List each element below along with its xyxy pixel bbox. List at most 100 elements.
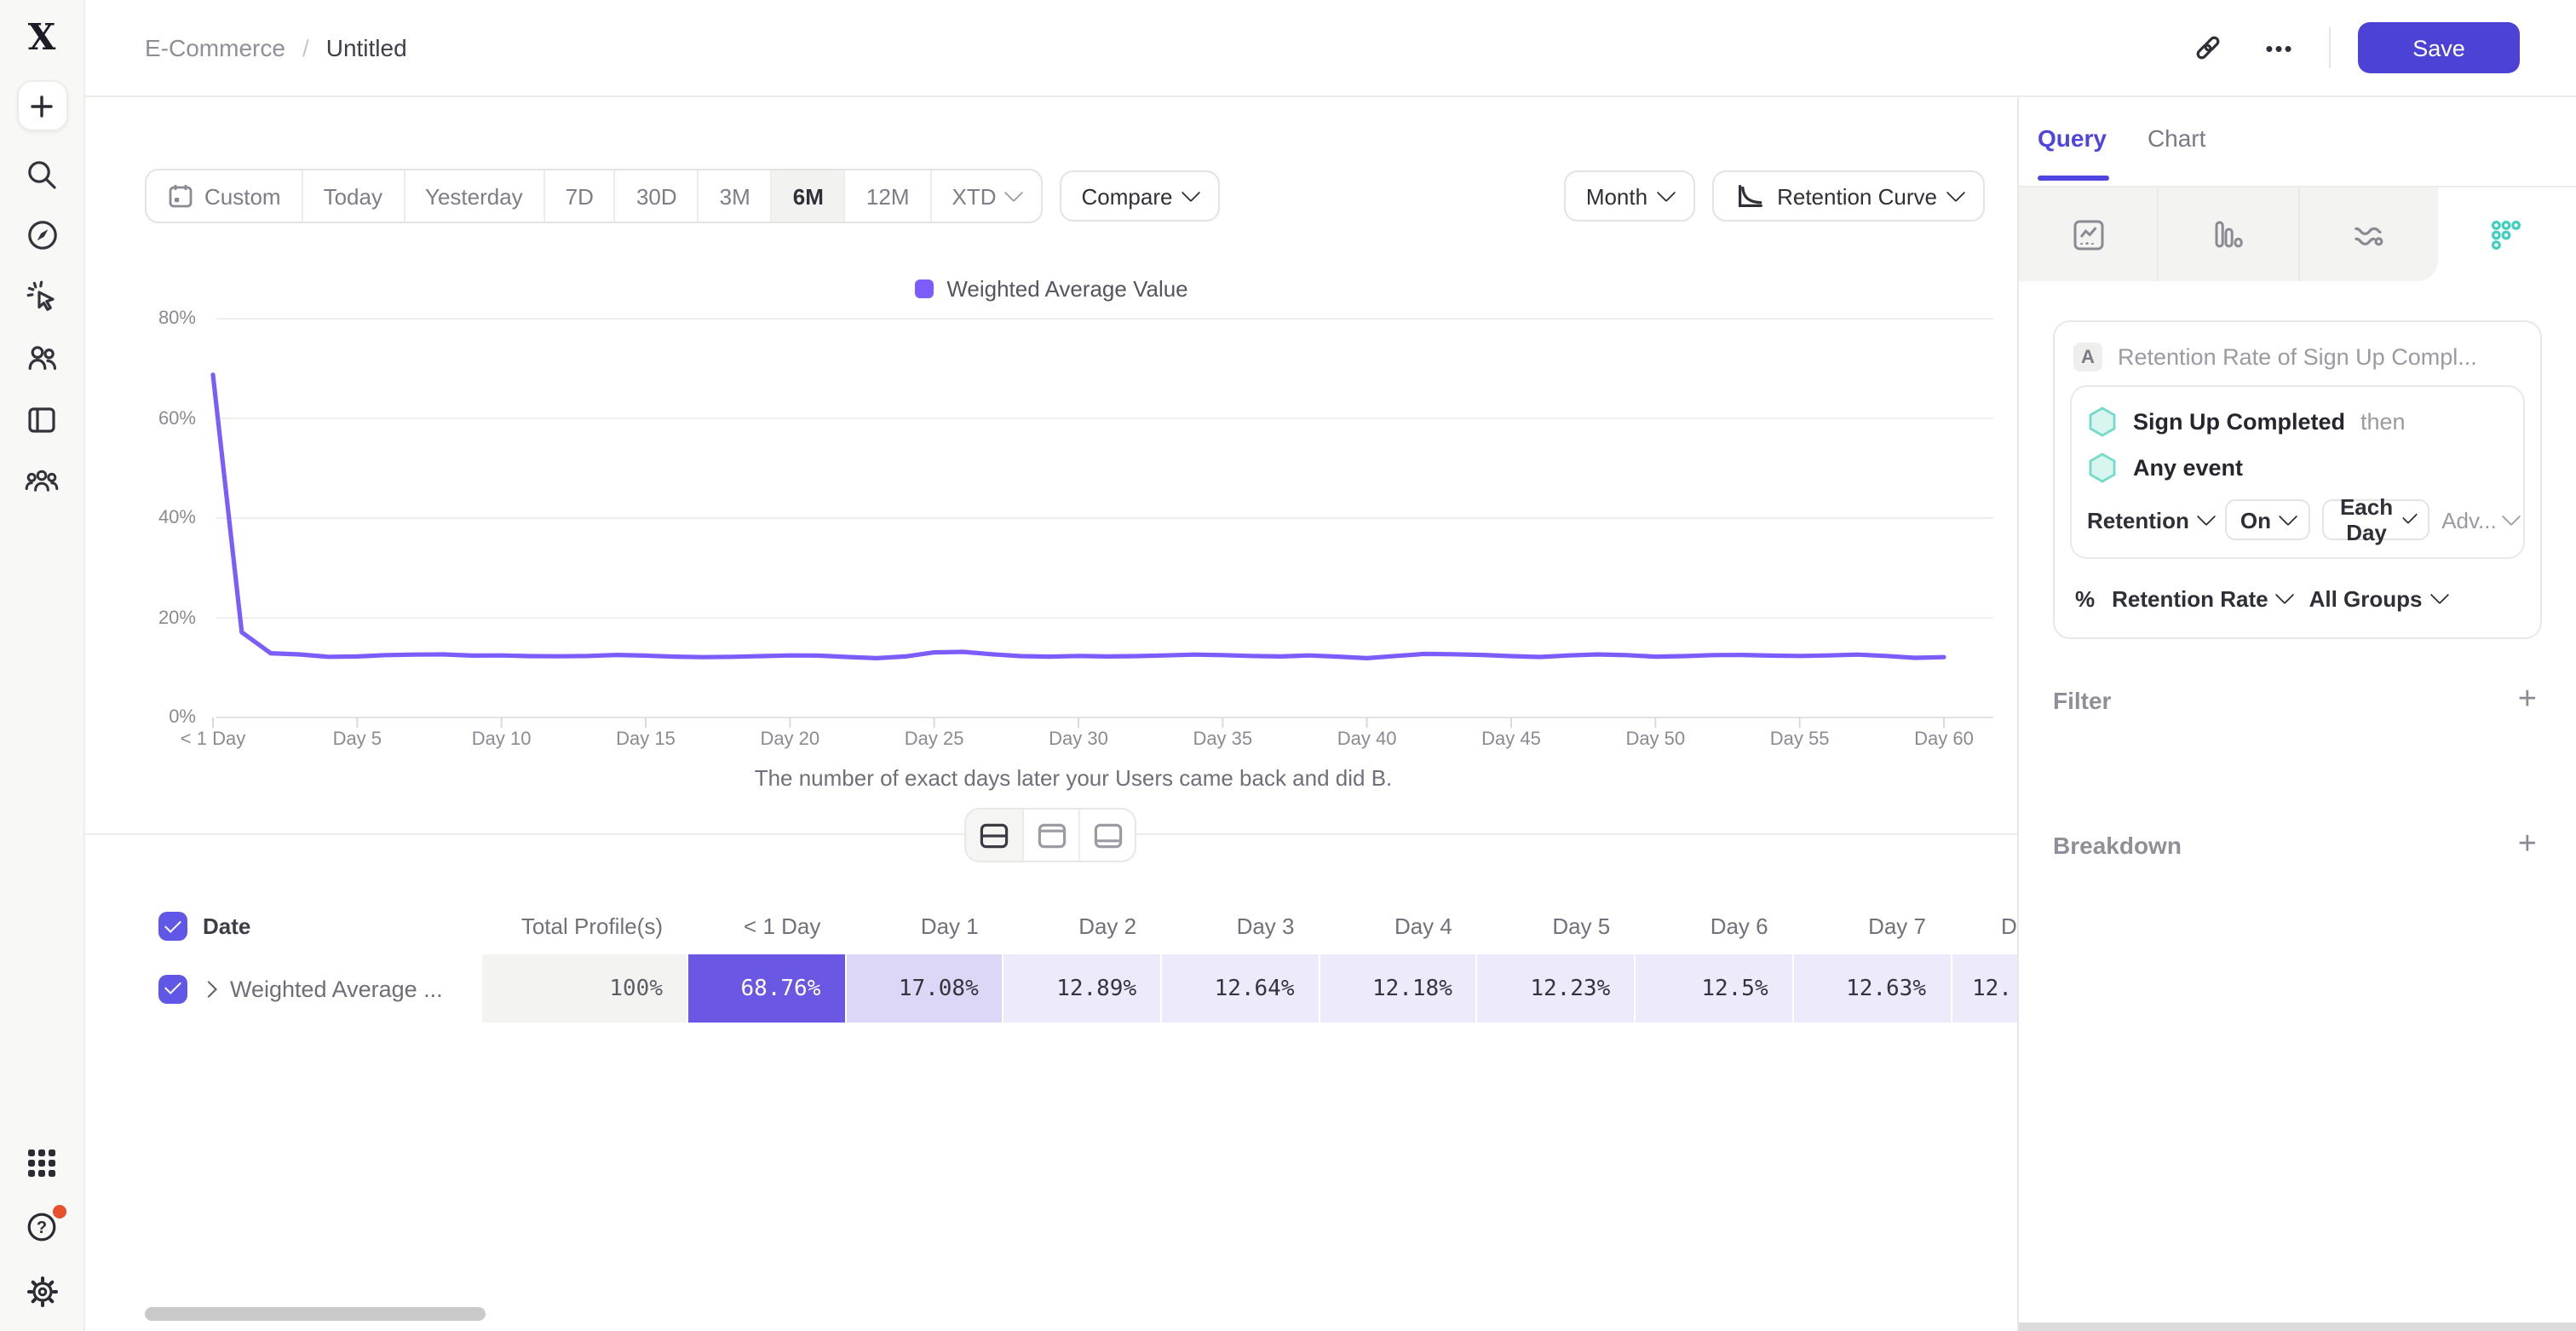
active-tab-underline bbox=[2038, 176, 2109, 181]
chart-legend[interactable]: Weighted Average Value bbox=[85, 276, 2017, 302]
report-type-funnels[interactable] bbox=[2159, 187, 2299, 281]
compare-button[interactable]: Compare bbox=[1059, 170, 1221, 222]
value-cell[interactable]: 12.64% bbox=[1160, 954, 1319, 1023]
hexagon-icon bbox=[2089, 452, 2116, 483]
column-header: Day 6 bbox=[1710, 913, 1768, 939]
granularity-dropdown[interactable]: Month bbox=[1563, 170, 1696, 222]
create-new-button[interactable] bbox=[16, 80, 67, 131]
report-type-flows[interactable] bbox=[2299, 187, 2438, 281]
boards-nav-button[interactable] bbox=[23, 400, 60, 438]
range-3m[interactable]: 3M bbox=[697, 170, 771, 222]
chevron-down-icon bbox=[2429, 585, 2449, 605]
panel-scrollbar-strip[interactable] bbox=[2019, 1322, 2576, 1331]
date-column-header[interactable]: Date bbox=[203, 913, 251, 939]
event-row-return[interactable]: Any event bbox=[2087, 445, 2508, 491]
add-filter-button[interactable]: + bbox=[2517, 682, 2537, 717]
value-cell[interactable]: 100% bbox=[480, 954, 687, 1023]
on-dropdown[interactable]: On bbox=[2224, 499, 2311, 540]
column-header: Day 3 bbox=[1236, 913, 1295, 939]
range-7d[interactable]: 7D bbox=[543, 170, 614, 222]
add-breakdown-button[interactable]: + bbox=[2517, 827, 2537, 862]
event-name[interactable]: Sign Up Completed bbox=[2133, 409, 2345, 435]
x-axis-caption: The number of exact days later your User… bbox=[754, 765, 1393, 791]
split-view-button[interactable] bbox=[966, 810, 1022, 861]
row-label[interactable]: Weighted Average ... bbox=[230, 976, 443, 1001]
range-30d[interactable]: 30D bbox=[613, 170, 698, 222]
table-view-icon bbox=[1093, 822, 1122, 848]
select-all-checkbox[interactable] bbox=[158, 912, 187, 941]
x-axis-tick-label: < 1 Day bbox=[180, 729, 246, 750]
advanced-dropdown[interactable]: Adv... bbox=[2441, 506, 2522, 533]
chart-view-icon bbox=[1037, 822, 1066, 848]
tab-chart[interactable]: Chart bbox=[2147, 124, 2206, 152]
report-main: Custom Today Yesterday 7D 30D 3M 6M 12M XTD Comp… bbox=[85, 97, 2017, 1331]
users-nav-button[interactable] bbox=[23, 339, 60, 377]
range-12m[interactable]: 12M bbox=[843, 170, 930, 222]
chevron-down-icon bbox=[2196, 506, 2217, 527]
breadcrumb-report-title[interactable]: Untitled bbox=[325, 34, 407, 61]
breadcrumb-project[interactable]: E-Commerce bbox=[145, 34, 285, 61]
copy-link-button[interactable] bbox=[2186, 26, 2230, 70]
value-cell[interactable]: 12.23% bbox=[1475, 954, 1635, 1023]
report-type-retention[interactable] bbox=[2437, 187, 2576, 281]
topbar-actions: ••• Save bbox=[2186, 22, 2520, 73]
horizontal-scrollbar-thumb[interactable] bbox=[145, 1307, 486, 1321]
column-header: Day 7 bbox=[1868, 913, 1926, 939]
date-range-group: Custom Today Yesterday 7D 30D 3M 6M 12M XTD bbox=[145, 169, 1043, 223]
value-cell[interactable]: 68.76% bbox=[687, 954, 845, 1023]
chart-type-dropdown[interactable]: Retention Curve bbox=[1712, 170, 1985, 222]
event-row-first[interactable]: Sign Up Completed then bbox=[2087, 399, 2508, 445]
granularity-label: Month bbox=[1585, 183, 1648, 209]
y-axis-tick-label: 80% bbox=[158, 308, 196, 329]
chevron-right-icon[interactable] bbox=[200, 980, 217, 997]
range-today[interactable]: Today bbox=[301, 170, 403, 222]
retention-type-dropdown[interactable]: Retention bbox=[2087, 506, 2217, 533]
query-card: A Retention Rate of Sign Up Compl... Sig… bbox=[2053, 320, 2542, 639]
row-checkbox[interactable] bbox=[158, 974, 187, 1003]
retention-table: Date Total Profile(s) < 1 Day Day 1 Day 2 Da… bbox=[85, 898, 2017, 1023]
measure-dropdown[interactable]: Retention Rate bbox=[2112, 585, 2295, 611]
explore-nav-button[interactable] bbox=[23, 216, 60, 254]
column-header: Total Profile(s) bbox=[520, 913, 663, 939]
people-group-icon bbox=[25, 470, 59, 492]
range-custom[interactable]: Custom bbox=[147, 170, 302, 222]
value-cell[interactable]: 12.18% bbox=[1318, 954, 1476, 1023]
column-header: < 1 Day bbox=[744, 913, 821, 939]
value-cell[interactable]: 17.08% bbox=[844, 954, 1003, 1023]
range-xtd[interactable]: XTD bbox=[929, 170, 1041, 222]
table-view-button[interactable] bbox=[1078, 810, 1135, 861]
value-cell[interactable]: 12. bbox=[1950, 954, 2017, 1023]
cohorts-nav-button[interactable] bbox=[23, 462, 60, 499]
range-yesterday[interactable]: Yesterday bbox=[403, 170, 543, 222]
notification-dot bbox=[52, 1205, 66, 1219]
value-cell[interactable]: 12.63% bbox=[1791, 954, 1950, 1023]
events-nav-button[interactable] bbox=[23, 278, 60, 315]
groups-dropdown[interactable]: All Groups bbox=[2309, 585, 2449, 611]
value-cell[interactable]: 12.89% bbox=[1002, 954, 1161, 1023]
chart-view-button[interactable] bbox=[1022, 810, 1078, 861]
chevron-down-icon bbox=[1946, 182, 1966, 203]
value-cell[interactable]: 12.5% bbox=[1634, 954, 1792, 1023]
range-6m[interactable]: 6M bbox=[770, 170, 844, 222]
help-button[interactable]: ? bbox=[23, 1205, 66, 1246]
on-label: On bbox=[2240, 507, 2272, 533]
settings-button[interactable] bbox=[23, 1273, 60, 1311]
event-name[interactable]: Any event bbox=[2133, 455, 2244, 481]
search-nav-button[interactable] bbox=[23, 155, 60, 193]
breadcrumb: E-Commerce / Untitled bbox=[145, 34, 407, 61]
more-options-button[interactable]: ••• bbox=[2257, 26, 2302, 70]
retention-chart-svg[interactable] bbox=[145, 307, 2002, 750]
tab-query[interactable]: Query bbox=[2038, 124, 2107, 152]
help-icon: ? bbox=[26, 1213, 55, 1242]
table-data-row[interactable]: Weighted Average ... 100% 68.76% 17.08% 12.… bbox=[85, 954, 2017, 1023]
measure-row: % Retention Rate All Groups bbox=[2070, 576, 2525, 620]
report-type-insights[interactable] bbox=[2019, 187, 2159, 281]
frequency-dropdown[interactable]: Each Day bbox=[2322, 494, 2430, 545]
apps-grid-button[interactable] bbox=[23, 1144, 60, 1181]
x-axis-tick-label: Day 30 bbox=[1049, 729, 1108, 750]
save-button[interactable]: Save bbox=[2358, 22, 2520, 73]
chevron-down-icon bbox=[2502, 506, 2522, 527]
column-header: D bbox=[2001, 913, 2017, 939]
query-title[interactable]: Retention Rate of Sign Up Compl... bbox=[2118, 344, 2477, 370]
chevron-down-icon bbox=[2401, 508, 2418, 525]
